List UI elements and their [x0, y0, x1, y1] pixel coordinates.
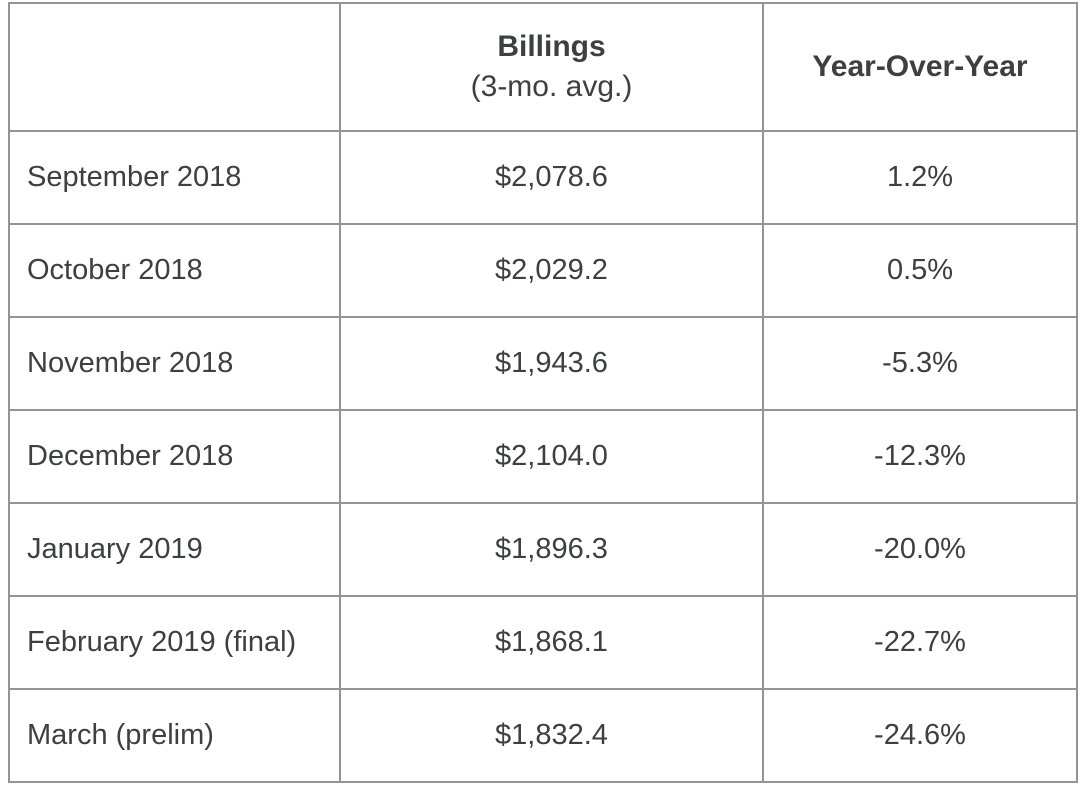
cell-month: November 2018 [8, 316, 341, 411]
table-row: February 2019 (final) $1,868.1 -22.7% [8, 595, 1078, 690]
cell-yoy: -12.3% [762, 409, 1078, 504]
table-row: January 2019 $1,896.3 -20.0% [8, 502, 1078, 597]
cell-yoy: -20.0% [762, 502, 1078, 597]
header-month-empty [8, 2, 341, 132]
cell-month: January 2019 [8, 502, 341, 597]
cell-billings: $1,832.4 [339, 688, 764, 783]
cell-month: December 2018 [8, 409, 341, 504]
cell-billings: $2,078.6 [339, 130, 764, 225]
cell-yoy: -5.3% [762, 316, 1078, 411]
table-row: November 2018 $1,943.6 -5.3% [8, 316, 1078, 411]
cell-yoy: 0.5% [762, 223, 1078, 318]
cell-month: February 2019 (final) [8, 595, 341, 690]
cell-billings: $2,104.0 [339, 409, 764, 504]
cell-month: October 2018 [8, 223, 341, 318]
table-row: October 2018 $2,029.2 0.5% [8, 223, 1078, 318]
header-billings: Billings (3-mo. avg.) [339, 2, 764, 132]
table-row: September 2018 $2,078.6 1.2% [8, 130, 1078, 225]
table-row: December 2018 $2,104.0 -12.3% [8, 409, 1078, 504]
header-billings-subtitle: (3-mo. avg.) [470, 70, 633, 103]
cell-billings: $1,868.1 [339, 595, 764, 690]
header-row: Billings (3-mo. avg.) Year-Over-Year [8, 2, 1078, 132]
cell-month: March (prelim) [8, 688, 341, 783]
cell-billings: $1,943.6 [339, 316, 764, 411]
table-row: March (prelim) $1,832.4 -24.6% [8, 688, 1078, 783]
billings-table: Billings (3-mo. avg.) Year-Over-Year Sep… [8, 2, 1078, 783]
cell-billings: $2,029.2 [339, 223, 764, 318]
cell-yoy: -22.7% [762, 595, 1078, 690]
cell-billings: $1,896.3 [339, 502, 764, 597]
header-yoy: Year-Over-Year [762, 2, 1078, 132]
cell-yoy: -24.6% [762, 688, 1078, 783]
header-billings-title: Billings [497, 30, 606, 63]
cell-yoy: 1.2% [762, 130, 1078, 225]
cell-month: September 2018 [8, 130, 341, 225]
